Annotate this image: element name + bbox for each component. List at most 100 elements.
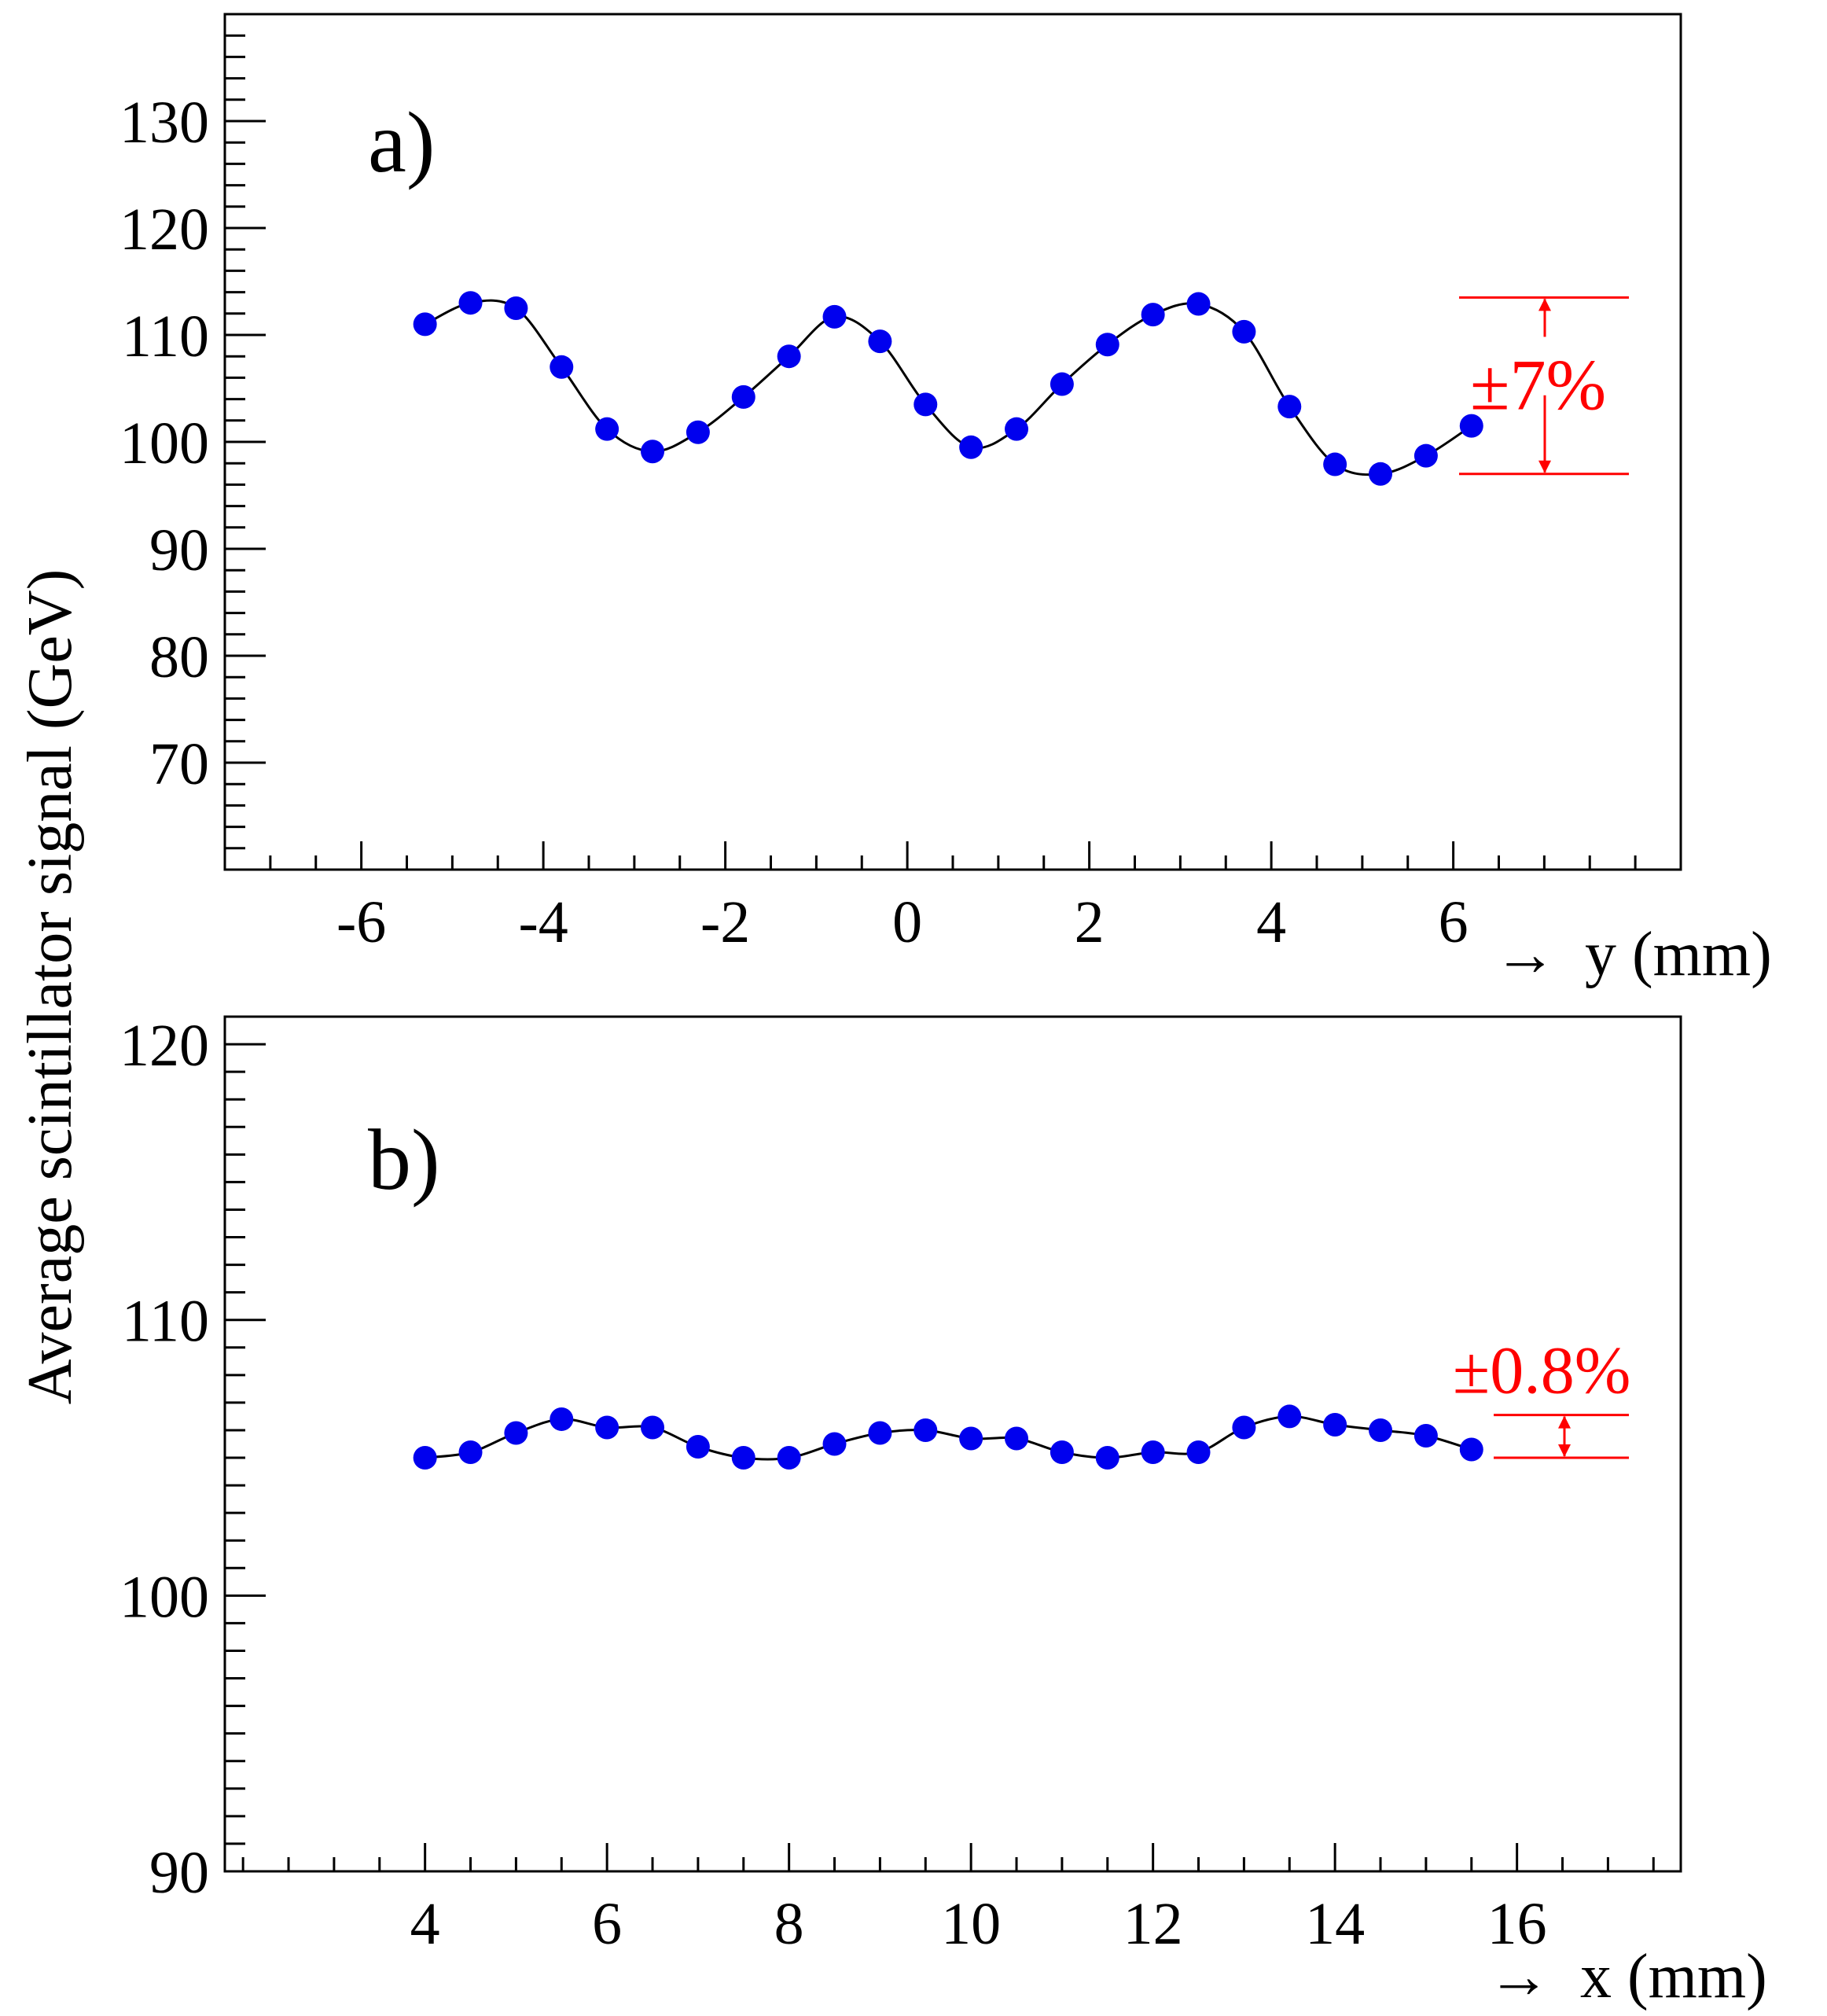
data-point [1459, 414, 1483, 438]
x-axis-arrow-a: → [1494, 920, 1557, 989]
data-point [641, 1415, 665, 1440]
data-point [914, 1418, 938, 1442]
x-tick-label: 6 [1439, 889, 1469, 955]
data-point [1413, 1423, 1438, 1448]
data-point [1186, 1440, 1211, 1465]
x-tick-label: 6 [592, 1891, 622, 1957]
data-point [1095, 1446, 1119, 1470]
data-point [458, 291, 483, 315]
x-tick-label: 0 [892, 889, 922, 955]
data-point [1232, 319, 1256, 344]
data-point [1141, 1440, 1165, 1465]
data-point [458, 1440, 483, 1465]
data-point [914, 392, 938, 417]
data-point [504, 296, 528, 320]
y-tick-label: 110 [122, 304, 209, 370]
chart-panel-b: b) → x (mm) 90 100 110 120 4 6 8 10 12 14 16 ±0.8% [119, 1013, 1767, 2011]
fit-curve-a [425, 299, 1472, 476]
x-tick-label: 14 [1305, 1891, 1365, 1957]
x-axis-label-b: x (mm) [1580, 1942, 1767, 2011]
data-point [731, 384, 755, 409]
x-tick-label: 12 [1123, 1891, 1183, 1957]
annotation-arrowhead-down [1538, 460, 1551, 473]
data-point [959, 435, 983, 459]
data-point [641, 440, 665, 464]
x-tick-label: 4 [1256, 889, 1286, 955]
data-point [1232, 1415, 1256, 1440]
y-tick-label: 130 [119, 90, 209, 156]
y-ticks-a: 70 80 90 100 110 120 130 [119, 13, 266, 871]
y-tick-label: 100 [119, 410, 209, 476]
fit-curve-b [425, 1415, 1472, 1461]
x-tick-label: 10 [941, 1891, 1001, 1957]
data-point [1277, 395, 1302, 419]
x-ticks-a: -6 -4 -2 0 2 4 6 [223, 841, 1682, 955]
data-points-a [413, 291, 1483, 486]
data-point [1369, 1418, 1393, 1442]
x-axis-b: → x (mm) [1487, 1942, 1767, 2011]
y-tick-label: 100 [119, 1564, 209, 1630]
data-point [868, 329, 892, 354]
y-tick-label: 120 [119, 197, 209, 263]
annotation-arrowhead-down [1558, 1444, 1571, 1458]
x-axis-a: → y (mm) [1494, 920, 1772, 989]
x-axis-arrow-b: → [1487, 1942, 1550, 2011]
data-point [1186, 292, 1211, 316]
data-point [1050, 372, 1074, 396]
data-point [1413, 443, 1438, 468]
panel-label-a: a) [368, 94, 435, 190]
annotation-label: ±7% [1470, 345, 1606, 425]
data-point [1095, 333, 1119, 357]
y-tick-label: 90 [149, 517, 209, 583]
data-point [1277, 1404, 1302, 1429]
y-tick-label: 110 [122, 1289, 209, 1355]
data-point [686, 1435, 710, 1459]
data-point [868, 1421, 892, 1445]
variation-annotation-a: ±7% [1459, 296, 1629, 476]
x-tick-label: 2 [1075, 889, 1105, 955]
data-point [504, 1421, 528, 1445]
x-tick-label: 16 [1487, 1891, 1547, 1957]
y-axis-label: Average scintillator signal (GeV) [16, 569, 85, 1405]
data-point [1050, 1440, 1074, 1465]
data-point [822, 304, 847, 329]
variation-annotation-b: ±0.8% [1453, 1333, 1630, 1459]
y-tick-label: 70 [149, 731, 209, 797]
data-point [595, 1415, 619, 1440]
data-point [1323, 452, 1347, 476]
panel-label-b: b) [368, 1112, 440, 1208]
data-point [686, 420, 710, 444]
x-axis-label-a: y (mm) [1585, 920, 1772, 989]
x-tick-label: -6 [336, 889, 386, 955]
y-tick-label: 80 [149, 624, 209, 690]
data-point [777, 1446, 801, 1470]
data-point [1005, 1426, 1029, 1451]
data-point [1005, 417, 1029, 441]
data-point [1141, 303, 1165, 327]
x-ticks-b: 4 6 8 10 12 14 16 [241, 1843, 1655, 1957]
y-tick-label: 120 [119, 1013, 209, 1079]
data-points-b [413, 1404, 1483, 1470]
plot-frame-b [223, 1015, 1682, 1873]
annotation-label: ±0.8% [1453, 1333, 1630, 1408]
x-tick-label: 4 [410, 1891, 440, 1957]
data-point [550, 1407, 574, 1431]
data-point [1459, 1437, 1483, 1462]
data-point [959, 1426, 983, 1451]
x-tick-label: 8 [774, 1891, 804, 1957]
annotation-arrowhead-up [1558, 1415, 1571, 1429]
data-point [822, 1432, 847, 1456]
data-point [595, 417, 619, 441]
annotation-arrowhead-up [1538, 298, 1551, 311]
y-tick-label: 90 [149, 1840, 209, 1906]
x-tick-label: -4 [518, 889, 568, 955]
x-tick-label: -2 [700, 889, 750, 955]
data-point [1369, 462, 1393, 486]
data-point [731, 1446, 755, 1470]
data-point [413, 312, 437, 337]
chart-panel-a: a) → y (mm) 70 80 90 100 110 120 130 -6 -4 -2 0 2 4 6… [119, 13, 1772, 989]
data-point [1323, 1412, 1347, 1437]
plot-frame-a [223, 13, 1682, 871]
data-point [777, 344, 801, 369]
